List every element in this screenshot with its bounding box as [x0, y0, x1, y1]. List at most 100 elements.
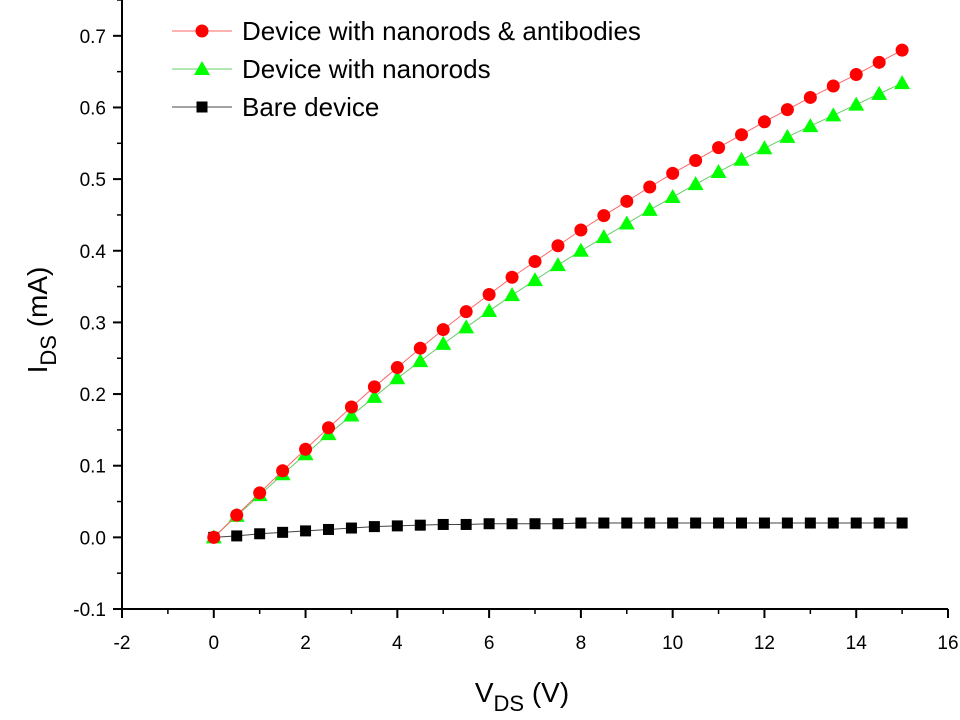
- y-tick-label: 0.3: [80, 313, 106, 334]
- data-point: [825, 107, 842, 122]
- data-point: [551, 239, 565, 253]
- y-tick-label: 0.5: [80, 170, 106, 191]
- data-point: [481, 302, 498, 317]
- data-point: [781, 517, 793, 529]
- data-point: [391, 520, 403, 532]
- data-point: [756, 140, 773, 155]
- data-point: [529, 518, 541, 530]
- data-point: [414, 519, 426, 531]
- data-point: [687, 176, 704, 191]
- data-point: [872, 55, 886, 69]
- data-point: [733, 151, 750, 166]
- data-point: [641, 201, 658, 216]
- data-point: [895, 43, 909, 57]
- data-point: [871, 85, 888, 100]
- data-point: [504, 287, 521, 302]
- data-point: [367, 380, 381, 394]
- data-point: [896, 517, 908, 529]
- data-point: [437, 518, 449, 530]
- x-axis-title: VDS (V): [475, 677, 569, 716]
- data-point: [597, 209, 611, 223]
- data-point: [458, 319, 475, 334]
- data-point: [850, 517, 862, 529]
- data-point: [713, 517, 725, 529]
- y-tick-label: 0.0: [80, 528, 106, 549]
- legend-item: Device with nanorods & antibodies: [172, 16, 641, 46]
- x-axis-title-main: V: [475, 677, 494, 708]
- data-point: [506, 518, 518, 530]
- data-point: [779, 128, 796, 143]
- legend-label: Device with nanorods & antibodies: [242, 16, 641, 46]
- legend-label: Bare device: [242, 92, 379, 122]
- y-axis-title-unit: (mA): [22, 267, 53, 335]
- data-point: [643, 180, 657, 194]
- x-tick-label: 10: [662, 633, 683, 654]
- data-point: [572, 242, 589, 257]
- series-device-with-nanorods-antibodies: [207, 43, 909, 544]
- data-point: [552, 518, 564, 530]
- data-point: [483, 518, 495, 530]
- data-point: [276, 464, 290, 478]
- data-point: [389, 370, 406, 385]
- data-point: [482, 287, 496, 301]
- data-point: [827, 517, 839, 529]
- y-tick-label: -0.1: [73, 600, 106, 621]
- legend-label: Device with nanorods: [242, 54, 491, 84]
- data-point: [804, 517, 816, 529]
- data-point: [253, 486, 267, 500]
- data-point: [231, 530, 243, 542]
- data-point: [736, 517, 747, 529]
- series-line: [213, 49, 903, 538]
- series-device-with-nanorods: [205, 75, 911, 544]
- data-point: [344, 400, 358, 414]
- data-point: [254, 528, 266, 540]
- data-point: [712, 141, 726, 155]
- y-axis-title: IDS (mA): [22, 267, 61, 374]
- data-point: [758, 517, 770, 529]
- data-point: [299, 442, 313, 456]
- data-point: [621, 517, 633, 529]
- data-point: [849, 68, 863, 82]
- data-point: [803, 90, 817, 104]
- data-point: [574, 223, 588, 237]
- data-point: [435, 335, 452, 350]
- x-axis-title-sub: DS: [494, 691, 525, 716]
- data-point: [436, 323, 450, 337]
- data-point: [575, 517, 587, 529]
- x-tick-label: 4: [392, 633, 403, 654]
- data-point: [459, 305, 473, 319]
- data-point: [527, 272, 543, 287]
- data-point: [826, 79, 840, 93]
- x-tick-label: 0: [208, 633, 219, 654]
- data-point: [549, 257, 566, 272]
- y-tick-label: 0.1: [80, 457, 106, 478]
- data-point: [618, 215, 635, 230]
- data-point: [343, 407, 360, 422]
- data-point: [710, 163, 727, 178]
- legend-marker: [195, 24, 209, 38]
- series-bare-device: [208, 517, 908, 543]
- data-point: [460, 518, 472, 530]
- data-point: [802, 118, 819, 133]
- data-point: [528, 255, 542, 269]
- data-point: [735, 128, 748, 142]
- data-point: [505, 270, 519, 284]
- data-point: [666, 166, 680, 180]
- legend-marker: [194, 61, 210, 75]
- data-point: [413, 341, 427, 355]
- axes: -2 0 2 4 6 8 10 12 14 16 -0.1 0.0 0.1 0.2 0.3 0.4 0.5 0.6…: [73, 0, 959, 654]
- data-point: [412, 353, 429, 368]
- y-tick-label: 0.2: [80, 385, 106, 406]
- x-tick-label: 8: [576, 633, 587, 654]
- legend-item: Bare device: [172, 92, 379, 122]
- data-point: [667, 517, 679, 529]
- y-tick-label: 0.4: [80, 242, 107, 263]
- y-tick-label: 0.6: [80, 98, 106, 119]
- data-point: [780, 103, 794, 117]
- data-point: [277, 526, 289, 538]
- plot-area: [205, 43, 911, 544]
- series-line: [213, 82, 903, 538]
- legend-marker: [196, 101, 208, 113]
- data-point: [345, 522, 357, 534]
